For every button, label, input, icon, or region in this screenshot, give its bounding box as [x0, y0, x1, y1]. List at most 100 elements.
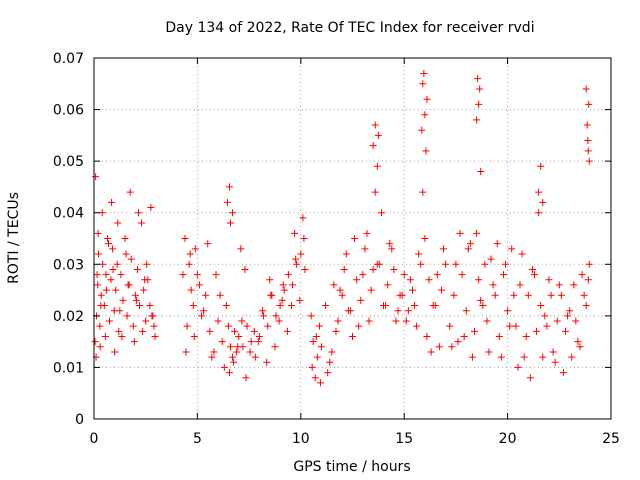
data-point [584, 276, 592, 284]
data-point [454, 338, 462, 346]
data-point [334, 317, 342, 325]
data-point [508, 245, 516, 253]
data-point [506, 322, 514, 330]
data-point [115, 327, 123, 335]
data-point [279, 281, 287, 289]
y-tick-label: 0.06 [53, 103, 84, 119]
data-point [233, 348, 241, 356]
data-point [555, 281, 563, 289]
data-point [446, 322, 454, 330]
data-point [210, 348, 218, 356]
data-point [390, 265, 398, 273]
data-point [293, 260, 301, 268]
data-point [473, 229, 481, 237]
data-point [225, 183, 233, 191]
data-point [371, 188, 379, 196]
data-point [359, 271, 367, 279]
data-point [504, 307, 512, 315]
data-point [495, 332, 503, 340]
data-point [562, 327, 570, 335]
data-point [475, 100, 483, 108]
data-point [568, 353, 576, 361]
data-point [485, 348, 493, 356]
data-point [92, 173, 100, 181]
data-point [278, 296, 286, 304]
data-point [355, 322, 363, 330]
data-point [291, 229, 299, 237]
data-point [584, 147, 592, 155]
data-point [116, 307, 124, 315]
data-point [369, 265, 377, 273]
data-point [549, 348, 557, 356]
data-point [289, 281, 297, 289]
data-points [91, 69, 593, 387]
data-point [202, 291, 210, 299]
data-point [266, 276, 274, 284]
data-point [315, 322, 323, 330]
data-point [584, 137, 592, 145]
data-point [559, 369, 567, 377]
data-point [111, 348, 119, 356]
data-point [578, 271, 586, 279]
data-point [122, 250, 130, 258]
data-point [392, 317, 400, 325]
data-point [179, 271, 187, 279]
data-point [126, 188, 134, 196]
data-point [493, 240, 501, 248]
data-point [437, 286, 445, 294]
data-point [468, 353, 476, 361]
data-point [382, 302, 390, 310]
data-point [229, 353, 237, 361]
data-point [234, 343, 242, 351]
data-point [104, 240, 112, 248]
data-point [237, 245, 245, 253]
data-point [421, 235, 429, 242]
data-point [94, 281, 102, 289]
data-point [420, 69, 428, 77]
data-point [371, 121, 379, 129]
data-point [109, 265, 117, 273]
data-point [272, 312, 280, 320]
x-tick-label: 15 [395, 431, 413, 447]
data-point [186, 250, 194, 258]
data-point [583, 121, 591, 129]
data-point [466, 240, 474, 248]
y-tick-label: 0.03 [53, 257, 84, 273]
data-point [388, 245, 396, 253]
data-point [570, 281, 578, 289]
data-point [547, 291, 555, 299]
data-point [222, 302, 230, 310]
data-point [328, 348, 336, 356]
data-point [150, 322, 158, 330]
data-point [246, 348, 254, 356]
data-point [477, 167, 485, 175]
data-point [340, 265, 348, 273]
data-point [582, 85, 590, 93]
y-tick-label: 0.07 [53, 51, 84, 67]
data-point [400, 271, 408, 279]
data-point [539, 198, 547, 206]
data-point [413, 322, 421, 330]
data-point [101, 332, 109, 340]
y-tick-label: 0.02 [53, 309, 84, 325]
data-point [580, 291, 588, 299]
data-point [585, 260, 593, 268]
data-point [524, 291, 532, 299]
x-tick-labels: 0 5 10 15 20 25 [90, 431, 620, 447]
data-point [308, 363, 316, 371]
data-point [190, 332, 198, 340]
data-point [251, 353, 259, 361]
data-point [324, 369, 332, 377]
data-point [417, 260, 425, 268]
data-point [91, 338, 99, 346]
data-point [487, 255, 495, 263]
data-point [226, 219, 234, 227]
data-point [129, 322, 137, 330]
grid [94, 58, 611, 419]
data-point [373, 260, 381, 268]
data-point [585, 100, 593, 108]
data-point [99, 260, 107, 268]
data-point [530, 271, 538, 279]
data-point [255, 332, 263, 340]
data-point [516, 281, 524, 289]
